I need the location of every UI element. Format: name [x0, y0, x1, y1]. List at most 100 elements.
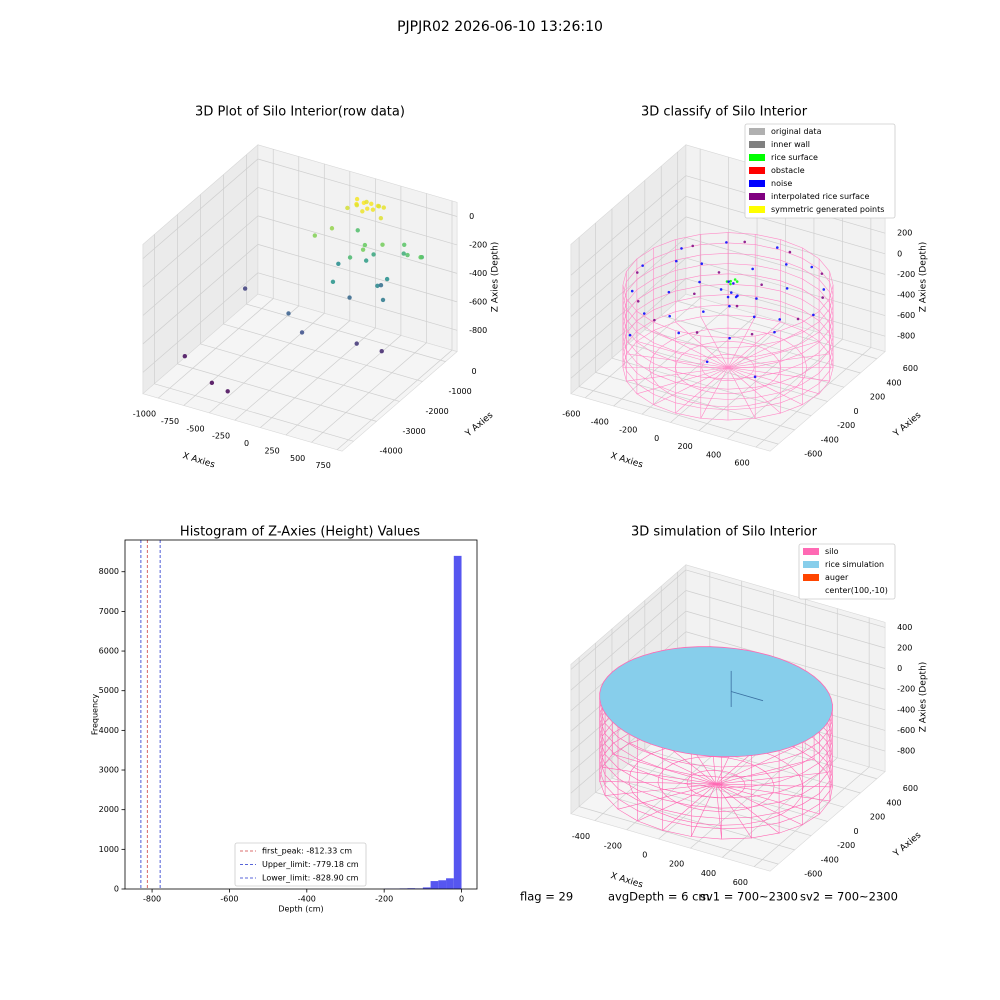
grid-line — [142, 158, 259, 259]
x-tick-label: -1000 — [133, 410, 156, 419]
y-tick-label: 0 — [114, 885, 119, 894]
data-point — [785, 287, 789, 290]
silo-wall-line — [715, 755, 752, 839]
legend: first_peak: -812.33 cm Upper_limit: -779.… — [234, 842, 367, 887]
footer-text: sv2 = 700~2300 — [800, 890, 898, 904]
legend-label: obstacle — [771, 166, 805, 175]
x-tick-label: 400 — [706, 450, 721, 459]
data-point — [345, 205, 350, 211]
x-tick-label: 0 — [642, 850, 647, 859]
silo-wall-line — [727, 271, 830, 368]
x-tick-label: 200 — [669, 860, 684, 869]
data-point — [820, 272, 824, 275]
data-point — [695, 331, 699, 334]
y-tick-label: -1000 — [448, 387, 471, 396]
data-point — [635, 271, 639, 274]
data-point — [674, 259, 678, 263]
y-axis-label: Y Axies — [891, 410, 923, 439]
data-point — [691, 244, 695, 248]
chart-title: 3D classify of Silo Interior — [641, 105, 808, 120]
silo-wall-line — [599, 698, 717, 785]
z-tick-label: 0 — [897, 249, 902, 258]
y-axis-label: Frequency — [91, 694, 100, 736]
z-tick-label: 0 — [897, 664, 902, 673]
legend-label: Upper_limit: -779.18 cm — [262, 860, 359, 869]
silo-wall-line — [727, 335, 756, 419]
grid-line — [628, 763, 828, 822]
y-tick-label: -200 — [837, 841, 855, 850]
grid-line — [223, 323, 423, 382]
z-tick-label: 200 — [897, 644, 912, 653]
legend-swatch — [749, 206, 765, 213]
data-point — [732, 282, 735, 285]
rice-surface — [599, 646, 833, 758]
data-point — [733, 278, 737, 281]
legend-swatch — [749, 154, 765, 161]
data-point — [698, 280, 701, 284]
grid-line — [570, 196, 687, 297]
data-point — [354, 202, 360, 208]
x-tick-label: -200 — [375, 895, 393, 904]
data-point — [642, 312, 646, 315]
data-point — [728, 304, 731, 308]
data-point — [384, 276, 390, 282]
legend-label: first_peak: -812.33 cm — [262, 847, 352, 856]
auger — [731, 691, 764, 702]
x-tick-label: 200 — [678, 442, 693, 451]
z-tick-label: -400 — [897, 290, 915, 299]
data-point — [381, 205, 386, 210]
silo-wall-line — [617, 726, 717, 810]
data-point — [680, 247, 683, 250]
legend-frame — [234, 842, 367, 887]
legend-frame — [798, 543, 896, 600]
data-point — [788, 250, 792, 254]
y-tick-label: -4000 — [379, 447, 402, 456]
axes-frame — [124, 539, 478, 890]
data-point — [668, 314, 671, 318]
data-point — [330, 279, 336, 285]
z-axis-label: Z Axies (Depth) — [919, 242, 929, 313]
data-point — [380, 242, 385, 247]
y-tick-label: 1000 — [99, 845, 119, 854]
data-point — [355, 228, 360, 233]
y-tick-label: -600 — [804, 450, 822, 459]
data-point — [347, 255, 353, 260]
x-tick-label: 600 — [734, 459, 749, 468]
y-tick-label: 200 — [870, 813, 885, 822]
data-point — [354, 196, 360, 202]
data-point — [751, 267, 754, 271]
data-point — [630, 289, 634, 293]
y-tick-label: 400 — [886, 798, 901, 807]
grid-line — [685, 610, 886, 669]
silo-wall-line — [601, 684, 717, 785]
silo-wall-line — [715, 718, 831, 802]
z-tick-label: -800 — [897, 747, 915, 756]
data-point — [727, 280, 730, 283]
y-tick-label: 400 — [886, 378, 901, 387]
grid-line — [685, 257, 886, 316]
grid-line — [570, 216, 687, 317]
data-point — [735, 280, 739, 283]
grid-line — [570, 175, 687, 276]
data-point — [365, 206, 370, 211]
grid-line — [570, 278, 687, 379]
z-tick-label: -200 — [897, 685, 915, 694]
data-point — [729, 282, 732, 286]
grid-line — [677, 300, 877, 360]
data-point — [667, 290, 671, 294]
x-tick-label: 0 — [654, 434, 659, 443]
data-point — [336, 261, 341, 266]
data-point — [379, 349, 384, 354]
data-point — [775, 246, 779, 249]
x-tick-label: 0 — [459, 895, 464, 904]
y-tick-label: 0 — [853, 407, 858, 416]
x-tick-label: 0 — [244, 439, 249, 448]
z-tick-label: -200 — [897, 270, 915, 279]
x-tick-label: 400 — [701, 869, 716, 878]
data-point — [760, 283, 763, 287]
chart-title: Histogram of Z-Axies (Height) Values — [180, 525, 420, 540]
legend-swatch — [803, 574, 819, 581]
y-tick-label: 6000 — [99, 647, 119, 656]
silo-wall-line — [727, 258, 820, 368]
